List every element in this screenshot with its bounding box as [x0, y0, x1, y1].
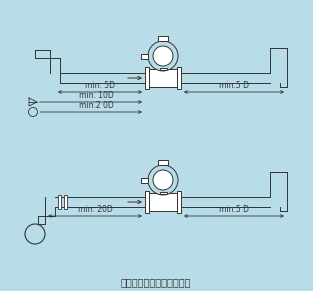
Bar — [141, 178, 148, 182]
Text: min.5 D: min.5 D — [219, 81, 249, 90]
Text: min. 5D: min. 5D — [85, 81, 115, 90]
Bar — [141, 54, 148, 58]
Bar — [58, 195, 61, 209]
Bar — [177, 67, 181, 89]
Text: 弯管、阀门和泵之间的安装: 弯管、阀门和泵之间的安装 — [121, 277, 191, 287]
Text: min.5 D: min.5 D — [219, 205, 249, 214]
Circle shape — [153, 46, 173, 66]
Circle shape — [148, 165, 178, 195]
Text: min. 20D: min. 20D — [78, 205, 112, 214]
Circle shape — [25, 224, 45, 244]
Bar — [149, 69, 177, 87]
Circle shape — [153, 170, 173, 190]
Bar — [145, 67, 149, 89]
Bar — [64, 195, 67, 209]
Circle shape — [28, 107, 38, 116]
Bar — [160, 192, 167, 194]
Bar — [149, 193, 177, 211]
Text: min.2 0D: min.2 0D — [79, 100, 114, 109]
Bar — [145, 191, 149, 213]
Bar — [158, 160, 168, 165]
Bar — [158, 36, 168, 41]
Circle shape — [148, 41, 178, 71]
Bar — [160, 68, 167, 70]
Bar — [177, 191, 181, 213]
Text: min. 10D: min. 10D — [79, 91, 113, 100]
